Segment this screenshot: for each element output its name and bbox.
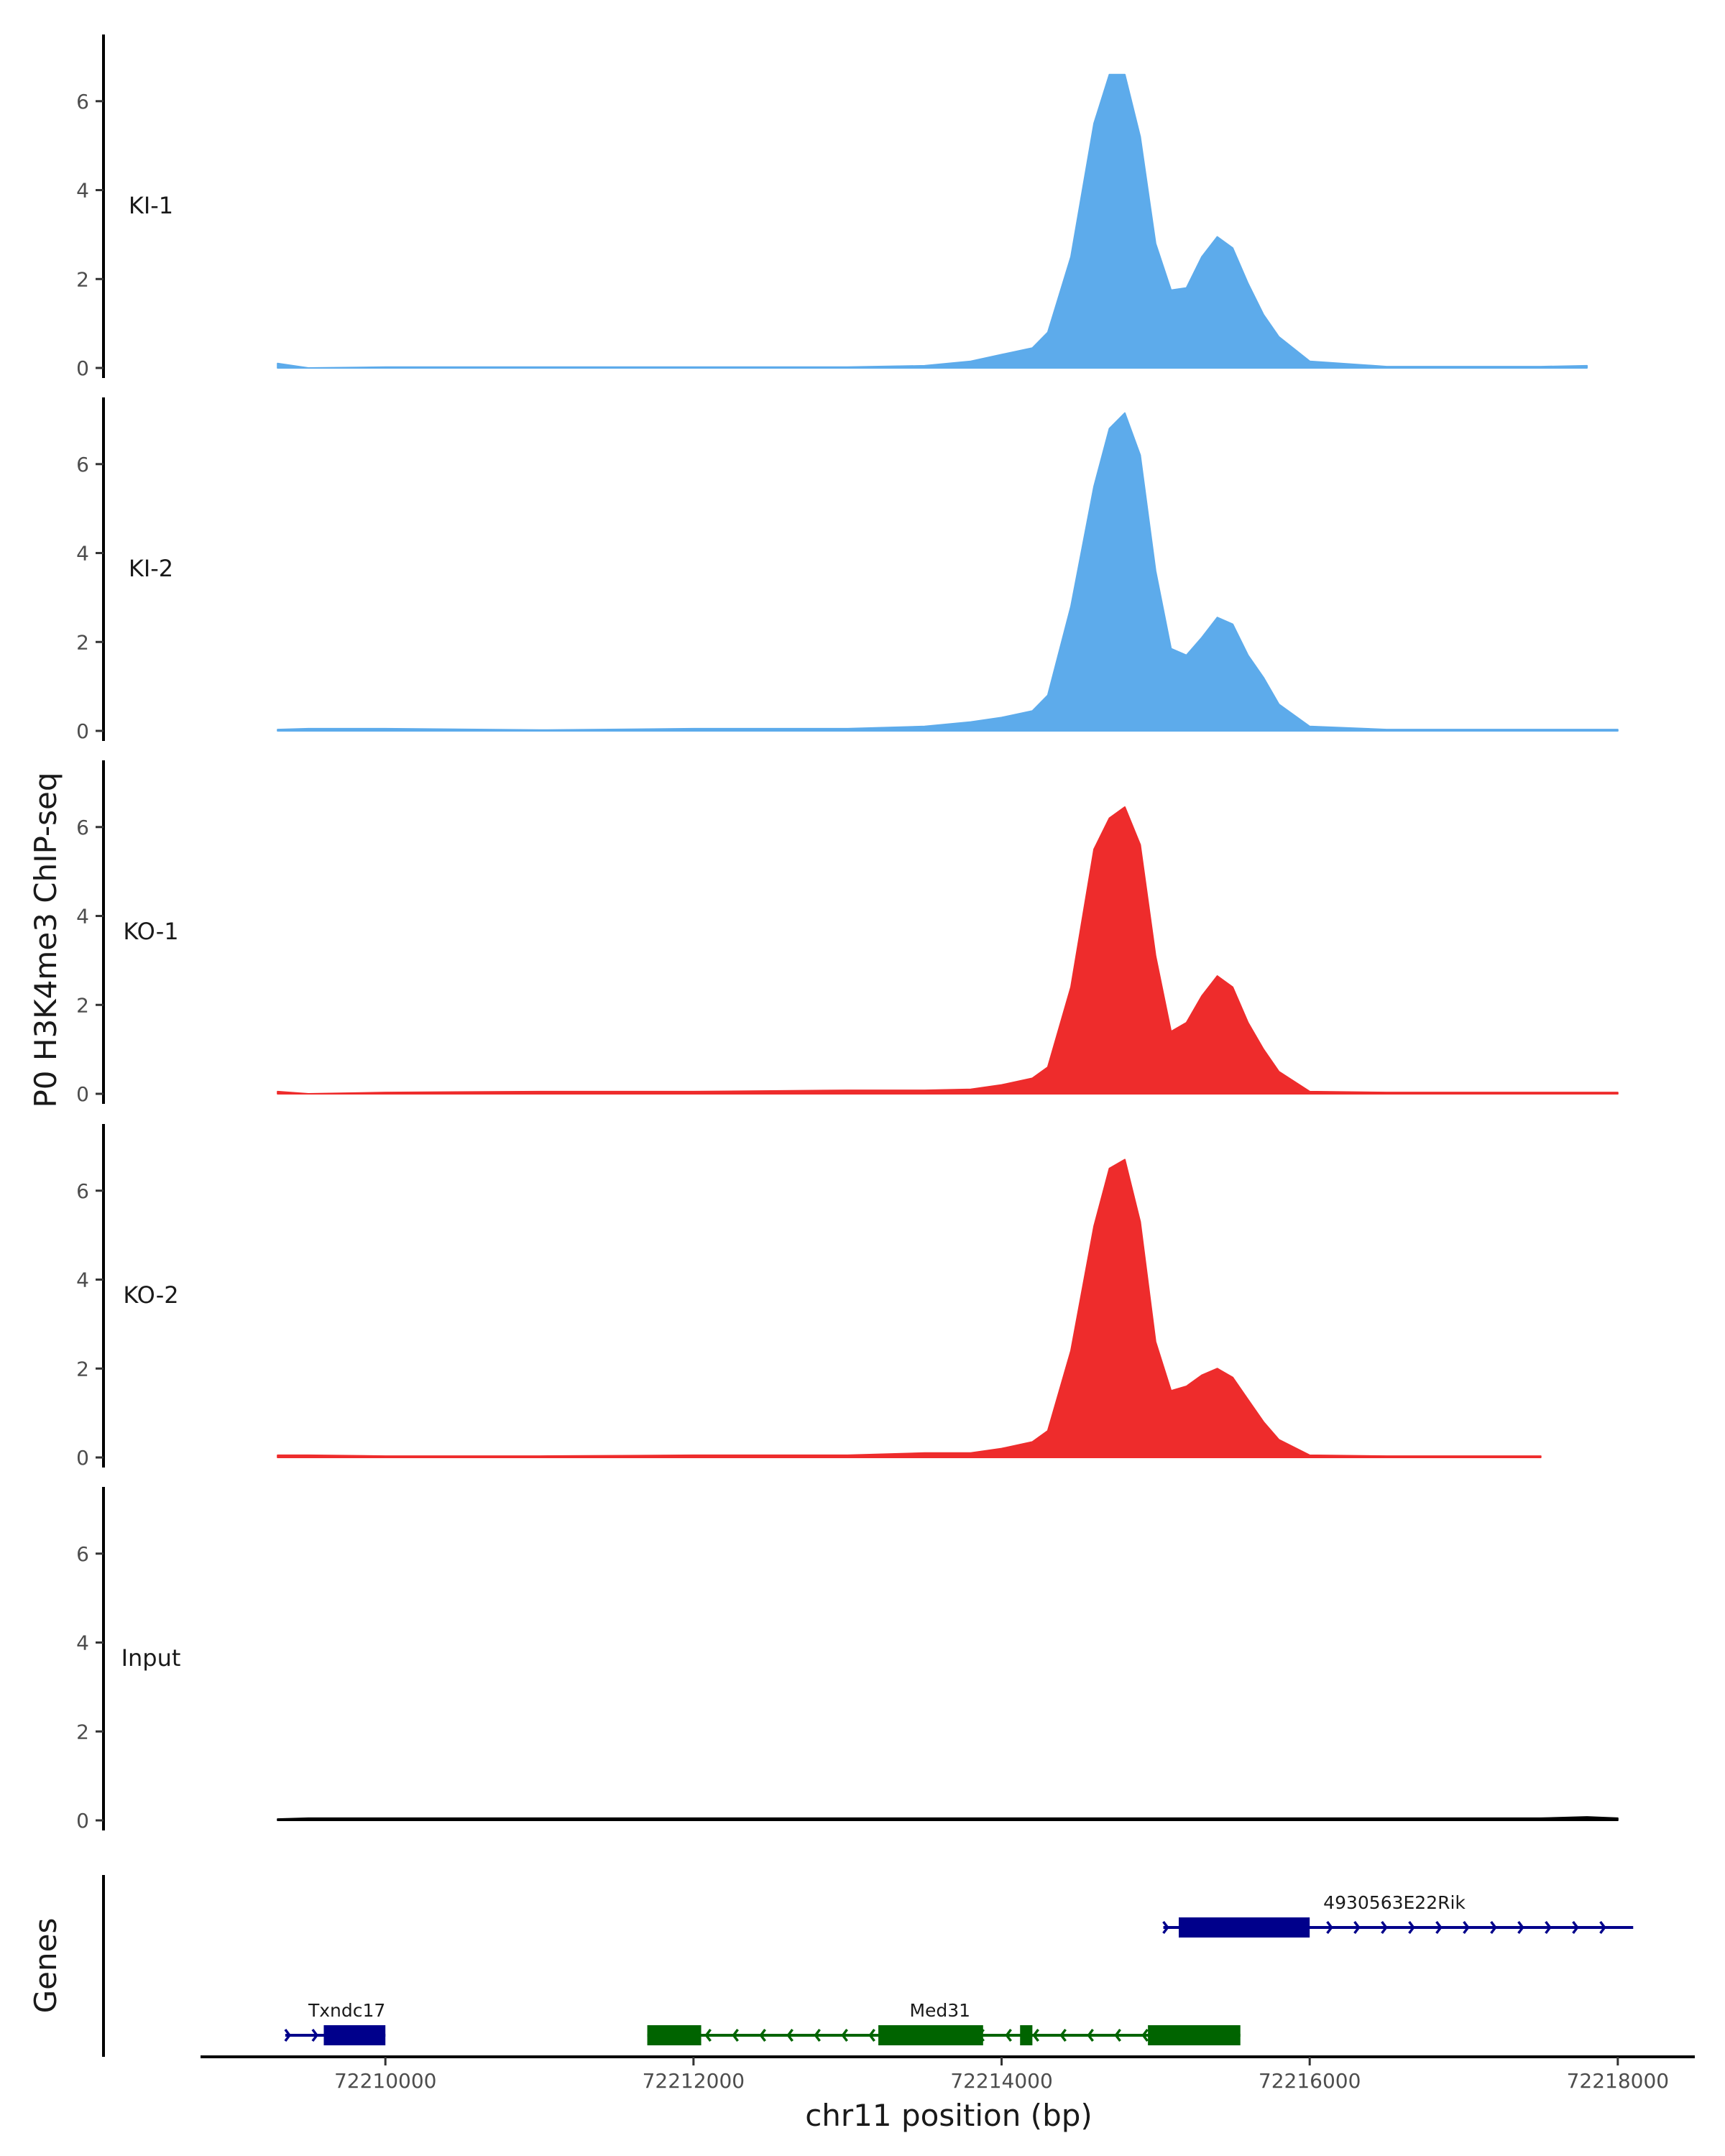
strand-chevron — [868, 2028, 875, 2042]
y-axis-title: P0 H3K4me3 ChIP-seq — [28, 772, 63, 1107]
x-tick-label: 72216000 — [1259, 2069, 1361, 2093]
y-tick-label: 0 — [76, 356, 89, 380]
strand-chevron — [1032, 2028, 1039, 2042]
strand-chevron — [1599, 1920, 1606, 1935]
gene-label: 4930563E22Rik — [1323, 1892, 1466, 1913]
y-tick-label: 6 — [76, 453, 89, 476]
x-axis-title: chr11 position (bp) — [805, 2098, 1092, 2133]
gene-txndc17: Txndc17 — [284, 2000, 386, 2045]
gene-exon — [1148, 2025, 1241, 2045]
y-tick-label: 6 — [76, 1542, 89, 1566]
genes-layer: Txndc17 Med31 4930563E22Rik — [102, 1875, 1634, 2057]
tracks-layer: 0 2 4 6 KI-1 0 2 4 6 KI-2 0 2 4 6 KO-1 0 2 4 6 KO-2 0 2 4 6 Inpu… — [76, 34, 1619, 1833]
track-label: KI-1 — [129, 192, 173, 219]
coverage-area — [277, 1816, 1619, 1821]
y-tick-label: 6 — [76, 90, 89, 114]
strand-chevron — [1162, 1920, 1169, 1935]
y-tick-label: 2 — [76, 1357, 89, 1381]
x-tick-label: 72212000 — [643, 2069, 745, 2093]
strand-chevron — [1517, 1920, 1524, 1935]
coverage-area — [277, 412, 1619, 732]
strand-chevron — [311, 2028, 319, 2042]
y-tick-label: 6 — [76, 1179, 89, 1203]
gene-exon — [1020, 2025, 1033, 2045]
y-tick-label: 4 — [76, 179, 89, 203]
gene-exon — [647, 2025, 702, 2045]
track-ki-2: 0 2 4 6 KI-2 — [76, 397, 1619, 743]
gene-exon — [878, 2025, 983, 2045]
gene-med31: Med31 — [647, 2000, 1241, 2045]
y-tick-label: 4 — [76, 542, 89, 566]
strand-chevron — [1059, 2028, 1067, 2042]
strand-chevron — [1087, 2028, 1094, 2042]
y-tick-label: 4 — [76, 1631, 89, 1655]
y-tick-label: 4 — [76, 1268, 89, 1292]
strand-chevron — [704, 2028, 712, 2042]
y-tick-label: 4 — [76, 905, 89, 929]
track-input: 0 2 4 6 Input — [76, 1487, 1619, 1833]
y-tick-label: 0 — [76, 1809, 89, 1833]
x-tick-label: 72210000 — [334, 2069, 437, 2093]
strand-chevron — [1114, 2028, 1121, 2042]
strand-chevron — [814, 2028, 821, 2042]
track-ko-2: 0 2 4 6 KO-2 — [76, 1124, 1542, 1470]
y-tick-label: 0 — [76, 1082, 89, 1106]
y-tick-label: 0 — [76, 1446, 89, 1470]
gene-exon — [323, 2025, 386, 2045]
strand-chevron — [1005, 2028, 1012, 2042]
gene-exon — [1178, 1917, 1310, 1938]
genes-axis-title: Genes — [28, 1918, 63, 2014]
y-tick-label: 2 — [76, 630, 89, 654]
strand-chevron — [1435, 1920, 1443, 1935]
track-label: Input — [121, 1644, 181, 1672]
strand-chevron — [1326, 1920, 1333, 1935]
strand-chevron — [759, 2028, 766, 2042]
x-tick-label: 72218000 — [1567, 2069, 1670, 2093]
track-ki-1: 0 2 4 6 KI-1 — [76, 34, 1588, 380]
strand-chevron — [786, 2028, 794, 2042]
y-tick-label: 6 — [76, 816, 89, 839]
y-tick-label: 2 — [76, 993, 89, 1017]
strand-chevron — [1381, 1920, 1388, 1935]
track-label: KI-2 — [129, 555, 173, 582]
coverage-area — [277, 73, 1588, 369]
strand-chevron — [1463, 1920, 1470, 1935]
track-ko-1: 0 2 4 6 KO-1 — [76, 760, 1619, 1106]
strand-chevron — [732, 2028, 739, 2042]
strand-chevron — [1572, 1920, 1579, 1935]
gene-4930563e22rik: 4930563E22Rik — [1162, 1892, 1634, 1938]
strand-chevron — [284, 2028, 292, 2042]
x-tick-label: 72214000 — [950, 2069, 1053, 2093]
strand-chevron — [1545, 1920, 1552, 1935]
y-tick-label: 2 — [76, 267, 89, 291]
strand-chevron — [1141, 2028, 1149, 2042]
gene-label: Med31 — [909, 2000, 970, 2021]
coverage-area — [277, 806, 1619, 1095]
track-label: KO-1 — [123, 918, 178, 945]
strand-chevron — [841, 2028, 848, 2042]
strand-chevron — [1353, 1920, 1361, 1935]
y-tick-label: 2 — [76, 1720, 89, 1743]
gene-label: Txndc17 — [308, 2000, 385, 2021]
strand-chevron — [1490, 1920, 1497, 1935]
x-axis: 72210000 72212000 72214000 72216000 72218000 — [201, 2055, 1695, 2093]
track-label: KO-2 — [123, 1281, 178, 1309]
coverage-area — [277, 1158, 1542, 1458]
y-tick-label: 0 — [76, 719, 89, 743]
strand-chevron — [1408, 1920, 1415, 1935]
